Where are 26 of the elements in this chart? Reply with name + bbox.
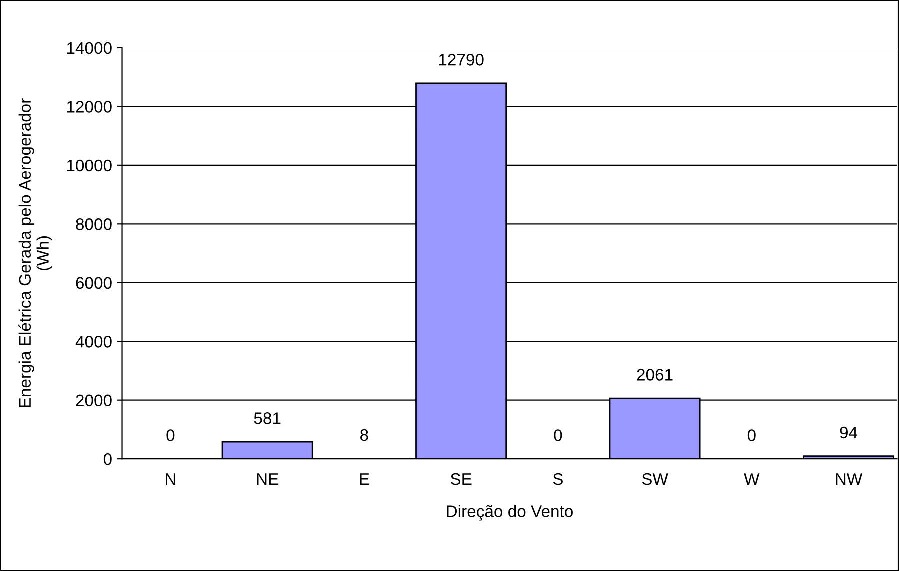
data-label: 581 bbox=[254, 412, 281, 424]
data-label: 0 bbox=[554, 430, 562, 442]
x-tick-label: E bbox=[360, 474, 370, 486]
y-tick-label: 2000 bbox=[76, 394, 112, 407]
y-tick-label: 4000 bbox=[76, 336, 112, 348]
x-tick-label: NW bbox=[836, 474, 863, 486]
data-label: 0 bbox=[166, 430, 175, 442]
x-tick-label: S bbox=[553, 473, 563, 486]
y-tick-label: 14000 bbox=[67, 42, 112, 54]
x-tick-label: SE bbox=[450, 473, 472, 486]
x-tick-label: NE bbox=[257, 474, 278, 486]
data-label: 8 bbox=[360, 429, 368, 442]
y-tick-label: 12000 bbox=[67, 101, 112, 113]
data-label: 12790 bbox=[439, 54, 484, 66]
x-tick-label: W bbox=[744, 474, 760, 486]
x-tick-label: N bbox=[166, 474, 176, 486]
y-axis-title: Energia Elétrica Gerada pelo Aerogerador (Wh) bbox=[18, 98, 52, 408]
y-tick-label: 0 bbox=[104, 453, 112, 466]
x-axis-title: Direção do Vento bbox=[447, 505, 573, 521]
y-tick-label: 6000 bbox=[76, 277, 112, 290]
data-label: 94 bbox=[840, 426, 858, 439]
data-label: 0 bbox=[748, 430, 756, 442]
x-tick-label: SW bbox=[642, 473, 668, 486]
y-tick-label: 10000 bbox=[67, 160, 112, 172]
data-label: 2061 bbox=[637, 369, 673, 381]
y-tick-label: 8000 bbox=[76, 218, 112, 230]
